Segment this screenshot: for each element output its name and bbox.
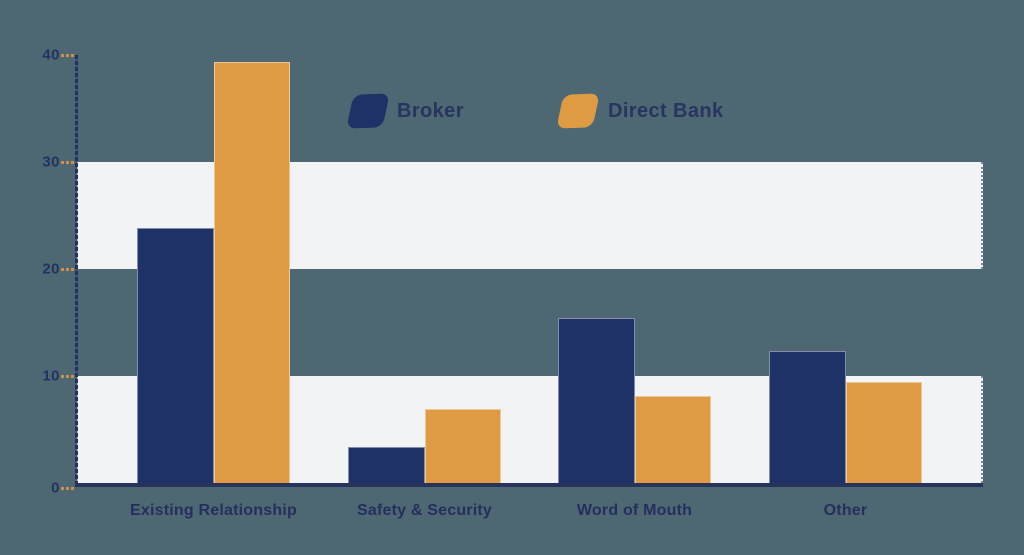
bar-broker-other xyxy=(769,351,846,483)
bar-broker-existing-relationship xyxy=(137,228,214,483)
y-axis-line xyxy=(75,55,78,484)
bar-broker-safety-security xyxy=(348,446,425,483)
y-tick-mark-0 xyxy=(61,487,76,490)
bar-broker-word-of-mouth xyxy=(558,318,635,483)
category-label-existing-relationship: Existing Relationship xyxy=(130,502,297,519)
y-tick-mark-20 xyxy=(61,268,76,271)
y-tick-label-40: 40 xyxy=(42,46,60,64)
bar-direct-bank-existing-relationship xyxy=(213,62,290,483)
y-tick-label-10: 10 xyxy=(42,367,60,385)
y-tick-mark-30 xyxy=(61,161,76,164)
y-tick-label-30: 30 xyxy=(42,153,60,171)
y-tick-label-0: 0 xyxy=(51,479,60,497)
y-tick-mark-40 xyxy=(61,54,76,57)
x-axis-line xyxy=(75,483,983,487)
legend-label-direct-bank: Direct Bank xyxy=(608,100,724,122)
bar-direct-bank-other xyxy=(845,382,922,483)
legend-label-broker: Broker xyxy=(397,100,464,122)
legend-swatch-direct-bank xyxy=(556,93,600,129)
category-label-word-of-mouth: Word of Mouth xyxy=(576,502,693,519)
category-label-other: Other xyxy=(823,502,868,519)
category-label-safety-security: Safety & Security xyxy=(356,502,492,519)
y-tick-mark-10 xyxy=(61,375,76,378)
bar-direct-bank-safety-security xyxy=(424,409,501,483)
bar-direct-bank-word-of-mouth xyxy=(634,396,711,483)
legend-swatch-broker xyxy=(346,93,390,129)
y-tick-label-20: 20 xyxy=(42,260,60,278)
